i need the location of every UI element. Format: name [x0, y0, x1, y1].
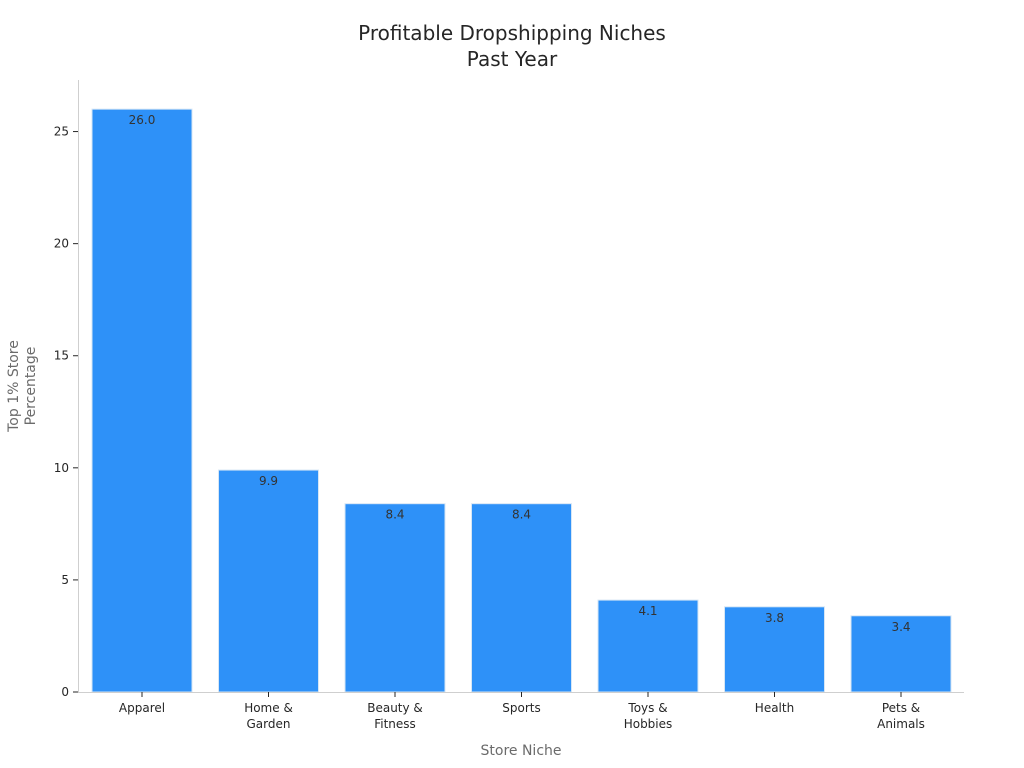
- x-axis-ticks: Apparel Home & Garden Beauty & Fitness Sports…: [119, 692, 925, 731]
- bar: [344, 503, 446, 693]
- chart-title-line: Past Year: [467, 47, 558, 71]
- x-axis-title-text: Store Niche: [481, 743, 562, 759]
- bar: [597, 599, 699, 693]
- x-tick-label: Health: [755, 701, 794, 715]
- bar-value-label: 8.4: [512, 508, 531, 522]
- y-tick-label: 0: [61, 685, 69, 699]
- x-tick-label: Pets &: [882, 701, 920, 715]
- bar: [218, 469, 319, 693]
- y-tick-label: 10: [54, 461, 69, 475]
- bar: [471, 503, 572, 693]
- y-tick-label: 5: [61, 573, 69, 587]
- bars-group: [91, 108, 952, 693]
- bar-value-label: 3.8: [765, 611, 784, 625]
- x-tick-label: Apparel: [119, 701, 165, 715]
- y-axis-title: Top 1% Store Percentage: [6, 340, 39, 433]
- x-tick-label: Toys &: [627, 701, 667, 715]
- bar: [850, 615, 952, 693]
- x-tick-label: Animals: [877, 717, 925, 731]
- bar-value-label: 4.1: [638, 604, 657, 618]
- bar-value-label: 9.9: [259, 474, 278, 488]
- chart-title-line: Profitable Dropshipping Niches: [358, 21, 666, 45]
- x-tick-label: Fitness: [374, 717, 416, 731]
- x-tick-label: Sports: [502, 701, 540, 715]
- y-axis-ticks: 0 5 10 15 20 25: [54, 125, 78, 699]
- bar-value-label: 26.0: [129, 113, 156, 127]
- bar-value-label: 3.4: [891, 620, 910, 634]
- x-tick-label: Beauty &: [367, 701, 423, 715]
- x-tick-label: Hobbies: [624, 717, 673, 731]
- y-tick-label: 15: [54, 349, 69, 363]
- x-axis-title: Store Niche: [481, 743, 562, 759]
- y-tick-label: 25: [54, 125, 69, 139]
- y-tick-label: 20: [54, 237, 69, 251]
- x-tick-label: Garden: [247, 717, 291, 731]
- bar: [724, 606, 825, 693]
- y-axis-title-line: Top 1% Store: [6, 340, 22, 433]
- y-axis-title-line: Percentage: [23, 347, 39, 426]
- bar-value-label: 8.4: [385, 508, 404, 522]
- bar: [91, 108, 193, 693]
- x-tick-label: Home &: [244, 701, 293, 715]
- data-labels-group: 26.0 9.9 8.4 8.4 4.1 3.8 3.4: [129, 113, 911, 634]
